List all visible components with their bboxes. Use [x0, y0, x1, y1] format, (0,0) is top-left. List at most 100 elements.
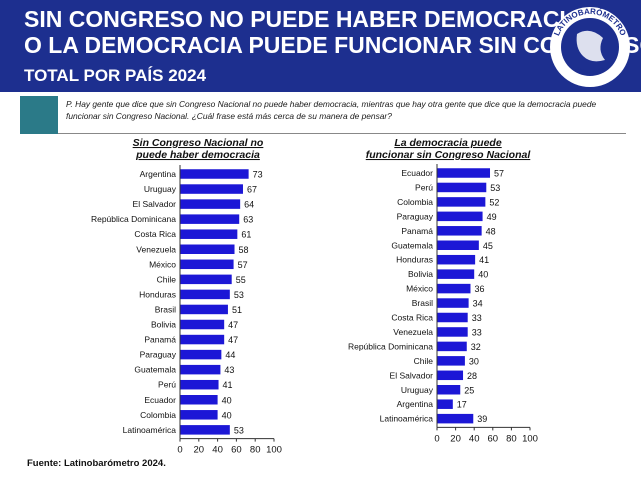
question-text: P. Hay gente que dice que sin Congreso N…	[66, 99, 597, 121]
data-label: 47	[228, 335, 238, 345]
data-label: 28	[467, 371, 477, 381]
data-label: 40	[222, 395, 232, 405]
bar	[437, 399, 453, 409]
bar	[180, 289, 230, 300]
data-label: 43	[224, 365, 234, 375]
category-label: Brasil	[155, 304, 176, 314]
bar	[180, 379, 219, 390]
bar	[180, 364, 221, 375]
data-label: 17	[457, 400, 467, 410]
category-label: Colombia	[397, 197, 433, 207]
bar	[437, 226, 482, 236]
page-title-line-2: O LA DEMOCRACIA PUEDE FUNCIONAR SIN CONG…	[24, 32, 641, 58]
data-label: 45	[483, 241, 493, 251]
logo-years: 1995 - 2024	[574, 66, 607, 77]
bar	[180, 410, 218, 420]
data-label: 41	[479, 255, 489, 265]
data-label: 64	[244, 200, 254, 210]
category-label: Bolivia	[151, 320, 176, 330]
bar	[180, 304, 228, 315]
page-title-line-1: SIN CONGRESO NO PUEDE HABER DEMOCRACIA	[24, 6, 583, 32]
category-label: Argentina	[397, 399, 434, 409]
category-label: Chile	[414, 356, 434, 366]
bar	[437, 385, 461, 395]
data-label: 33	[472, 313, 482, 323]
bar	[437, 327, 468, 337]
bar	[180, 395, 218, 405]
bar	[180, 199, 241, 209]
data-label: 34	[473, 299, 483, 309]
category-label: Guatemala	[134, 365, 176, 375]
data-label: 36	[474, 284, 484, 294]
chart-title-line: funcionar sin Congreso Nacional	[366, 149, 532, 161]
bar	[180, 349, 222, 360]
category-label: Argentina	[140, 169, 177, 179]
data-label: 61	[241, 230, 251, 240]
data-label: 49	[487, 212, 497, 222]
category-label: Costa Rica	[134, 229, 176, 239]
data-label: 33	[472, 327, 482, 337]
x-tick-label: 60	[488, 433, 499, 444]
category-label: Perú	[415, 182, 433, 192]
category-label: Guatemala	[391, 240, 433, 250]
data-label: 57	[494, 169, 504, 179]
category-label: México	[149, 259, 176, 269]
category-label: Bolivia	[408, 269, 433, 279]
question-box: P. Hay gente que dice que sin Congreso N…	[20, 96, 626, 134]
category-label: Uruguay	[401, 385, 434, 395]
category-label: Paraguay	[397, 211, 434, 221]
header-banner: SIN CONGRESO NO PUEDE HABER DEMOCRACIA O…	[0, 0, 641, 92]
category-label: Venezuela	[136, 244, 176, 254]
category-label: Honduras	[396, 255, 433, 265]
category-label: Panamá	[401, 226, 433, 236]
bar	[180, 184, 243, 194]
bar	[180, 169, 249, 179]
bar	[437, 240, 479, 250]
category-label: Venezuela	[393, 327, 433, 337]
bar	[437, 312, 468, 323]
bar	[437, 356, 465, 366]
x-tick-label: 80	[250, 445, 261, 456]
data-label: 30	[469, 356, 479, 366]
category-label: República Dominicana	[348, 341, 433, 351]
x-tick-label: 0	[177, 445, 182, 456]
bar	[180, 244, 235, 254]
data-label: 53	[234, 290, 244, 300]
category-label: Panamá	[144, 335, 176, 345]
latinobarometro-logo: LATINOBARÓMETRO 1995 - 2024	[550, 7, 630, 87]
data-label: 47	[228, 320, 238, 330]
category-label: Uruguay	[144, 184, 177, 194]
question-divider	[58, 133, 626, 134]
source-note: Fuente: Latinobarómetro 2024.	[27, 458, 166, 469]
bar	[437, 269, 475, 279]
x-tick-label: 20	[194, 445, 205, 456]
page-subtitle: TOTAL POR PAÍS 2024	[24, 66, 207, 85]
chart-title-line: puede haber democracia	[135, 149, 260, 161]
bar	[180, 319, 225, 330]
bar	[180, 425, 230, 435]
data-label: 53	[234, 425, 244, 435]
category-label: El Salvador	[133, 199, 177, 209]
data-label: 58	[239, 245, 249, 255]
bar	[437, 413, 474, 424]
category-label: Costa Rica	[391, 313, 433, 323]
svg-text:1995 - 2024: 1995 - 2024	[574, 66, 607, 77]
bar	[437, 197, 486, 207]
data-label: 51	[232, 305, 242, 315]
bar	[180, 259, 234, 270]
x-tick-label: 100	[522, 433, 538, 444]
category-label: Paraguay	[140, 350, 177, 360]
data-label: 67	[247, 185, 257, 195]
category-label: Perú	[158, 380, 176, 390]
category-label: Chile	[157, 274, 177, 284]
category-label: Latinoamérica	[123, 425, 177, 435]
bar	[180, 334, 225, 345]
bar	[180, 274, 232, 285]
bar	[437, 254, 476, 265]
data-label: 40	[222, 410, 232, 420]
category-label: Brasil	[412, 298, 433, 308]
x-tick-label: 20	[450, 433, 461, 444]
bar	[437, 283, 471, 294]
